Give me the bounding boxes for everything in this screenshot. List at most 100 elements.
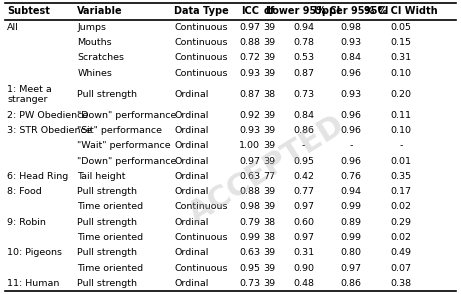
- Text: 0.63: 0.63: [239, 248, 260, 257]
- Text: Ordinal: Ordinal: [174, 187, 209, 196]
- Text: 0.86: 0.86: [340, 279, 361, 288]
- Text: 39: 39: [264, 187, 276, 196]
- Text: Continuous: Continuous: [174, 23, 228, 32]
- Text: Pull strength: Pull strength: [77, 90, 137, 99]
- Text: Whines: Whines: [77, 69, 112, 78]
- Text: 0.97: 0.97: [239, 23, 260, 32]
- Text: 0.93: 0.93: [239, 69, 260, 78]
- Text: df: df: [264, 6, 275, 16]
- Text: Ordinal: Ordinal: [174, 126, 209, 135]
- Text: 0.93: 0.93: [239, 126, 260, 135]
- Text: 0.96: 0.96: [340, 111, 361, 120]
- Text: 0.01: 0.01: [391, 157, 412, 166]
- Text: 0.98: 0.98: [239, 203, 260, 211]
- Text: Data Type: Data Type: [174, 6, 229, 16]
- Text: Ordinal: Ordinal: [174, 279, 209, 288]
- Text: 39: 39: [264, 54, 276, 62]
- Text: Ordinal: Ordinal: [174, 141, 209, 150]
- Text: 0.93: 0.93: [340, 90, 361, 99]
- Text: 0.15: 0.15: [391, 38, 412, 47]
- Text: 0.94: 0.94: [293, 23, 314, 32]
- Text: 0.96: 0.96: [340, 69, 361, 78]
- Text: 3: STR Obedience: 3: STR Obedience: [7, 126, 92, 135]
- Text: 39: 39: [264, 203, 276, 211]
- Text: 0.80: 0.80: [340, 248, 361, 257]
- Text: 0.10: 0.10: [391, 69, 412, 78]
- Text: 0.17: 0.17: [391, 187, 412, 196]
- Text: 0.94: 0.94: [340, 187, 361, 196]
- Text: Subtest: Subtest: [7, 6, 50, 16]
- Text: "Wait" performance: "Wait" performance: [77, 141, 171, 150]
- Text: 0.63: 0.63: [239, 172, 260, 181]
- Text: Continuous: Continuous: [174, 233, 228, 242]
- Text: 0.86: 0.86: [293, 126, 314, 135]
- Text: -: -: [400, 141, 403, 150]
- Text: 39: 39: [264, 157, 276, 166]
- Text: 0.73: 0.73: [239, 279, 260, 288]
- Text: 1: Meet a
stranger: 1: Meet a stranger: [7, 85, 52, 104]
- Text: 2: PW Obedience: 2: PW Obedience: [7, 111, 89, 120]
- Text: "Down" performance: "Down" performance: [77, 111, 177, 120]
- Text: 0.92: 0.92: [239, 111, 260, 120]
- Text: 39: 39: [264, 141, 276, 150]
- Text: 0.76: 0.76: [340, 172, 361, 181]
- Text: 0.72: 0.72: [239, 54, 260, 62]
- Text: 0.02: 0.02: [391, 203, 412, 211]
- Text: 0.90: 0.90: [293, 264, 314, 273]
- Text: Time oriented: Time oriented: [77, 264, 143, 273]
- Text: Mouths: Mouths: [77, 38, 112, 47]
- Text: "Sit" performance: "Sit" performance: [77, 126, 162, 135]
- Text: Upper 95% CI: Upper 95% CI: [314, 6, 388, 16]
- Text: Continuous: Continuous: [174, 203, 228, 211]
- Text: ICC: ICC: [241, 6, 259, 16]
- Text: Continuous: Continuous: [174, 38, 228, 47]
- Text: 0.73: 0.73: [293, 90, 314, 99]
- Text: 0.95: 0.95: [293, 157, 314, 166]
- Text: 38: 38: [264, 90, 276, 99]
- Text: "Down" performance: "Down" performance: [77, 157, 177, 166]
- Text: 10: Pigeons: 10: Pigeons: [7, 248, 62, 257]
- Text: Ordinal: Ordinal: [174, 172, 209, 181]
- Text: Scratches: Scratches: [77, 54, 124, 62]
- Text: 9: Robin: 9: Robin: [7, 218, 46, 227]
- Text: Continuous: Continuous: [174, 69, 228, 78]
- Text: 11: Human: 11: Human: [7, 279, 59, 288]
- Text: 6: Head Ring: 6: Head Ring: [7, 172, 69, 181]
- Text: 0.38: 0.38: [391, 279, 412, 288]
- Text: 39: 39: [264, 111, 276, 120]
- Text: 0.31: 0.31: [293, 248, 314, 257]
- Text: Continuous: Continuous: [174, 54, 228, 62]
- Text: 0.35: 0.35: [391, 172, 412, 181]
- Text: Ordinal: Ordinal: [174, 111, 209, 120]
- Text: 0.31: 0.31: [391, 54, 412, 62]
- Text: Variable: Variable: [77, 6, 123, 16]
- Text: 0.77: 0.77: [293, 187, 314, 196]
- Text: 39: 39: [264, 279, 276, 288]
- Text: 0.20: 0.20: [391, 90, 412, 99]
- Text: 0.99: 0.99: [340, 203, 361, 211]
- Text: Continuous: Continuous: [174, 264, 228, 273]
- Text: Ordinal: Ordinal: [174, 218, 209, 227]
- Text: 0.79: 0.79: [239, 218, 260, 227]
- Text: 0.05: 0.05: [391, 23, 412, 32]
- Text: 0.29: 0.29: [391, 218, 412, 227]
- Text: 0.78: 0.78: [293, 38, 314, 47]
- Text: 0.53: 0.53: [293, 54, 314, 62]
- Text: All: All: [7, 23, 19, 32]
- Text: Lower 95% CI: Lower 95% CI: [266, 6, 341, 16]
- Text: Ordinal: Ordinal: [174, 248, 209, 257]
- Text: 0.99: 0.99: [239, 233, 260, 242]
- Text: Pull strength: Pull strength: [77, 279, 137, 288]
- Text: ACCEPTED: ACCEPTED: [183, 111, 350, 230]
- Text: 95% CI Width: 95% CI Width: [365, 6, 438, 16]
- Text: 0.97: 0.97: [239, 157, 260, 166]
- Text: Ordinal: Ordinal: [174, 90, 209, 99]
- Text: 0.88: 0.88: [239, 38, 260, 47]
- Text: 38: 38: [264, 233, 276, 242]
- Text: 0.11: 0.11: [391, 111, 412, 120]
- Text: 0.87: 0.87: [239, 90, 260, 99]
- Text: -: -: [302, 141, 305, 150]
- Text: 0.84: 0.84: [340, 54, 361, 62]
- Text: 0.10: 0.10: [391, 126, 412, 135]
- Text: 0.42: 0.42: [293, 172, 314, 181]
